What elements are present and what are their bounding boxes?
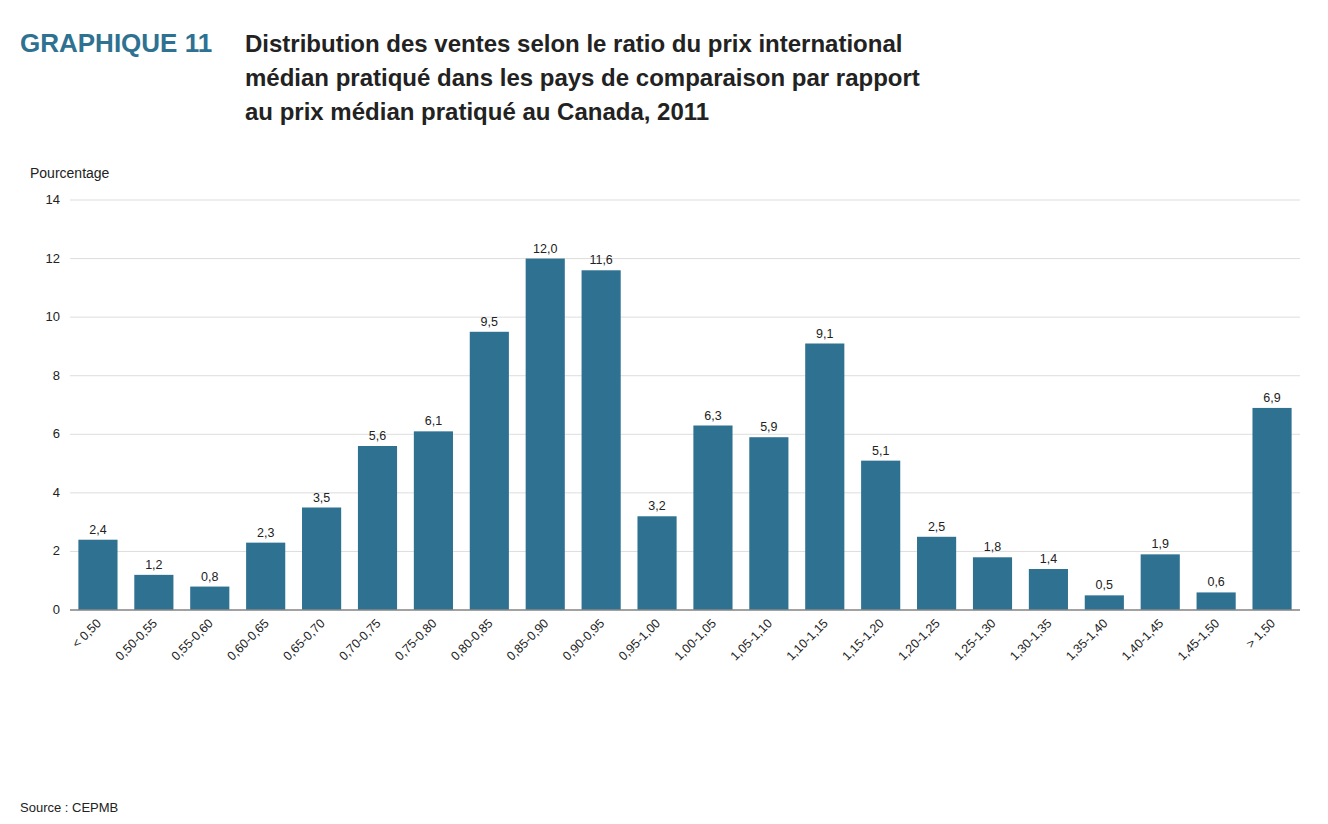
data-label: 1,4 (1040, 552, 1057, 566)
tick-label: 1,20-1,25 (895, 616, 942, 663)
data-label: 2,4 (89, 523, 106, 537)
data-label: 1,9 (1152, 537, 1169, 551)
data-label: 1,8 (984, 540, 1001, 554)
tick-label: 0,60-0,65 (225, 616, 272, 663)
tick-label: 2 (53, 543, 60, 558)
axis-label: Pourcentage (30, 165, 110, 181)
bar (470, 332, 509, 610)
data-label: 6,1 (425, 414, 442, 428)
bar (1252, 408, 1291, 610)
bar (302, 508, 341, 611)
title: médian pratiqué dans les pays de compara… (245, 64, 920, 91)
bar (1141, 554, 1180, 610)
data-label: 2,5 (928, 520, 945, 534)
bars (78, 259, 1291, 610)
data-label: 0,6 (1207, 575, 1224, 589)
tick-label: 0,80-0,85 (448, 616, 495, 663)
tick-label: 0,55-0,60 (169, 616, 216, 663)
data-label: 6,9 (1263, 391, 1280, 405)
bar (526, 259, 565, 610)
axis-line (70, 609, 1300, 611)
tick-label: 1,15-1,20 (840, 616, 887, 663)
tick-label: 1,00-1,05 (672, 616, 719, 663)
grid-line (70, 610, 1300, 611)
grid-line (70, 317, 1300, 318)
chart-label: GRAPHIQUE 11 (20, 28, 212, 58)
data-label: 3,5 (313, 491, 330, 505)
source: Source : CEPMB (20, 800, 118, 815)
tick-label: 0,65-0,70 (280, 616, 327, 663)
bar (582, 270, 621, 610)
bar (1085, 595, 1124, 610)
tick-label: 0,85-0,90 (504, 616, 551, 663)
bar (78, 540, 117, 610)
tick-label: 6 (53, 426, 60, 441)
data-label: 0,8 (201, 570, 218, 584)
data-label: 5,6 (369, 429, 386, 443)
bar (973, 557, 1012, 610)
grid-line (70, 375, 1300, 376)
data-label: 0,5 (1096, 578, 1113, 592)
bar (134, 575, 173, 610)
tick-label: 4 (53, 485, 60, 500)
bar (1197, 592, 1236, 610)
bar (637, 516, 676, 610)
tick-label: 8 (53, 368, 60, 383)
data-label: 5,1 (872, 444, 889, 458)
tick-label: 14 (46, 192, 60, 207)
bar (1029, 569, 1068, 610)
tick-label: > 1,50 (1243, 616, 1278, 651)
data-label: 2,3 (257, 526, 274, 540)
grid-line (70, 258, 1300, 259)
chart: GRAPHIQUE 11 Distribution des ventes selo… (0, 0, 1328, 824)
grid-line (70, 200, 1300, 201)
bar (358, 446, 397, 610)
bar (693, 426, 732, 611)
bar (861, 461, 900, 610)
bar (805, 344, 844, 611)
tick-label: 1,30-1,35 (1007, 616, 1054, 663)
tick-label: 1,10-1,15 (784, 616, 831, 663)
data-label: 9,1 (816, 327, 833, 341)
bar (414, 431, 453, 610)
tick-label: < 0,50 (69, 616, 104, 651)
tick-label: 1,25-1,30 (951, 616, 998, 663)
tick-label: 0,90-0,95 (560, 616, 607, 663)
grid-line (70, 492, 1300, 493)
data-label: 12,0 (533, 242, 557, 256)
bar (917, 537, 956, 610)
tick-label: 0 (53, 602, 60, 617)
tick-label: 0,70-0,75 (336, 616, 383, 663)
data-label: 11,6 (589, 253, 612, 267)
title: au prix médian pratiqué au Canada, 2011 (245, 98, 709, 125)
data-label: 1,2 (145, 558, 162, 572)
tick-label: 0,50-0,55 (113, 616, 160, 663)
tick-label: 1,05-1,10 (728, 616, 775, 663)
data-label: 9,5 (481, 315, 498, 329)
tick-label: 1,35-1,40 (1063, 616, 1110, 663)
bar (749, 437, 788, 610)
tick-label: 1,45-1,50 (1175, 616, 1222, 663)
data-label: 5,9 (760, 420, 777, 434)
tick-label: 1,40-1,45 (1119, 616, 1166, 663)
tick-label: 0,75-0,80 (392, 616, 439, 663)
grid-line (70, 434, 1300, 435)
data-label: 6,3 (704, 409, 721, 423)
data-label: 3,2 (648, 499, 665, 513)
bar (246, 543, 285, 610)
bar (190, 587, 229, 610)
tick-label: 12 (46, 251, 60, 266)
tick-label: 0,95-1,00 (616, 616, 663, 663)
title: Distribution des ventes selon le ratio d… (245, 30, 902, 57)
tick-label: 10 (46, 309, 60, 324)
